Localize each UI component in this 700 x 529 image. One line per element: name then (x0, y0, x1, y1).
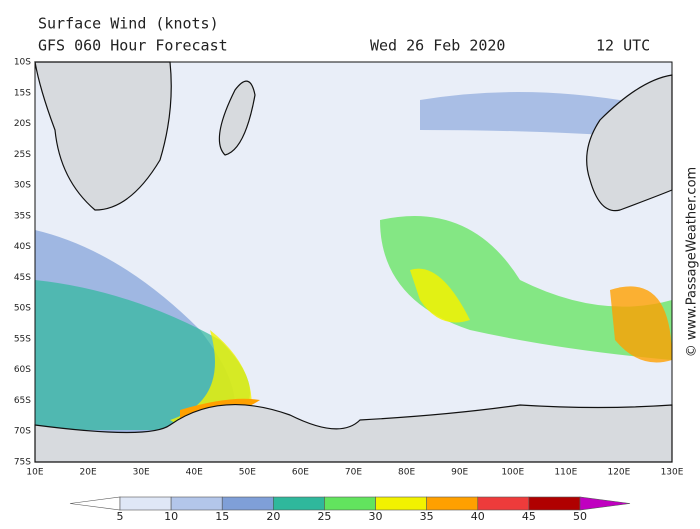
map (34, 61, 673, 463)
wind-band (380, 216, 672, 360)
lon-label: 20E (80, 468, 97, 478)
land-africa (34, 61, 172, 211)
lon-label: 80E (398, 468, 415, 478)
lon-label: 110E (554, 468, 577, 478)
lon-label: 30E (133, 468, 150, 478)
lat-label: 50S (14, 304, 31, 314)
colorbar-label: 25 (317, 510, 331, 523)
lat-label: 15S (14, 88, 31, 98)
wind-band (610, 286, 672, 363)
colorbar-label: 30 (369, 510, 383, 523)
colorbar-segment (170, 496, 223, 511)
land-antarctica (34, 403, 673, 463)
lat-label: 20S (14, 119, 31, 129)
lon-label: 10E (26, 468, 43, 478)
lon-label: 40E (186, 468, 203, 478)
colorbar-label: 15 (215, 510, 229, 523)
colorbar-label: 50 (573, 510, 587, 523)
map-frame (34, 61, 673, 463)
colorbar-segment (375, 496, 427, 511)
lon-label: 100E (501, 468, 524, 478)
lon-label: 130E (661, 468, 684, 478)
lon-label: 60E (292, 468, 309, 478)
land-madagascar (218, 80, 256, 156)
lat-label: 65S (14, 396, 31, 406)
lat-label: 25S (14, 150, 31, 160)
lat-label: 70S (14, 427, 31, 437)
title: Surface Wind (knots) (38, 15, 219, 33)
colorbar-segment (221, 496, 274, 511)
colorbar-arrow (579, 496, 631, 511)
colorbar-label: 10 (164, 510, 178, 523)
colorbar-segment (477, 496, 530, 511)
colorbar-label: 5 (117, 510, 124, 523)
lon-label: 120E (607, 468, 630, 478)
colorbar-arrow (69, 496, 121, 511)
time: 12 UTC (596, 37, 650, 55)
colorbar-segment (528, 496, 581, 511)
lat-label: 10S (14, 58, 31, 68)
lon-label: 70E (345, 468, 362, 478)
lat-label: 30S (14, 181, 31, 191)
axis-labels: 10S 15S 20S 25S 30S 35S 40S 45S 50S 55S 60S 65S 70S 7… (14, 58, 684, 478)
wind-band (410, 268, 470, 323)
lat-label: 35S (14, 211, 31, 221)
colorbar-segment (426, 496, 479, 511)
lat-label: 55S (14, 334, 31, 344)
lat-label: 45S (14, 273, 31, 283)
wind-band (35, 280, 250, 430)
lon-label: 90E (451, 468, 468, 478)
subtitle: GFS 060 Hour Forecast (38, 37, 228, 55)
credit: © www.PassageWeather.com (685, 167, 700, 357)
lat-label: 75S (14, 458, 31, 468)
colorbar-segment (119, 496, 172, 511)
colorbar-label: 40 (471, 510, 485, 523)
colorbar-label: 35 (420, 510, 434, 523)
colorbar-label: 45 (522, 510, 536, 523)
colorbar-segment (273, 496, 325, 511)
lon-label: 50E (239, 468, 256, 478)
colorbar-segment (324, 496, 376, 511)
date: Wed 26 Feb 2020 (370, 37, 505, 55)
lat-label: 40S (14, 242, 31, 252)
colorbar: 5 10 15 20 25 30 35 40 45 50 (69, 496, 631, 523)
colorbar-label: 20 (266, 510, 280, 523)
land-australia (586, 74, 673, 212)
lat-label: 60S (14, 365, 31, 375)
